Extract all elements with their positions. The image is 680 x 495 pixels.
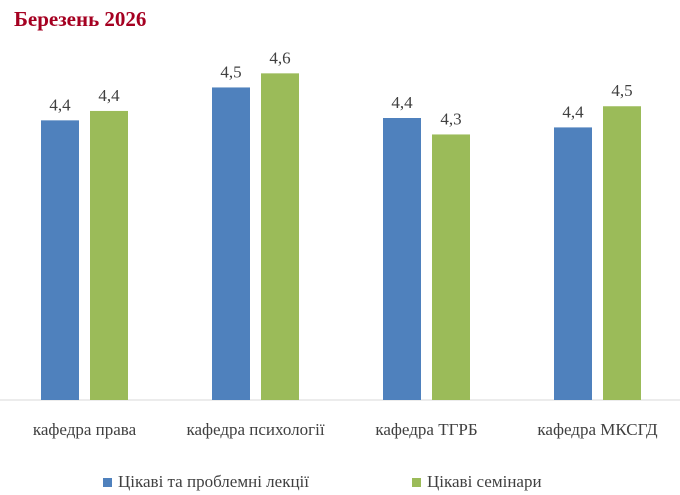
bar	[554, 127, 592, 401]
value-label: 4,4	[562, 102, 584, 121]
x-tick-label: кафедра права	[32, 420, 137, 439]
chart-title: Березень 2026	[14, 7, 146, 31]
legend-label: Цікаві та проблемні лекції	[118, 472, 309, 491]
x-tick-label: кафедра ТГРБ	[375, 420, 478, 439]
x-tick-label: кафедра МКСГД	[537, 420, 658, 439]
value-label: 4,5	[220, 62, 241, 81]
legend-swatch	[412, 477, 421, 487]
legend-item: Цікаві та проблемні лекції	[103, 472, 309, 492]
bar	[383, 118, 421, 400]
bar	[212, 87, 250, 400]
legend-swatch	[103, 477, 112, 487]
bar	[90, 110, 128, 400]
value-label: 4,4	[391, 93, 413, 112]
value-label: 4,5	[611, 81, 632, 100]
value-label: 4,4	[98, 86, 120, 105]
bar	[261, 73, 299, 400]
bar	[603, 106, 641, 400]
value-label: 4,4	[49, 95, 71, 114]
bar	[41, 120, 79, 400]
bar	[432, 134, 470, 400]
x-tick-label: кафедра психології	[186, 420, 325, 439]
legend-label: Цікаві семінари	[427, 472, 542, 491]
legend-item: Цікаві семінари	[412, 472, 542, 492]
value-label: 4,3	[440, 109, 461, 128]
value-label: 4,6	[269, 48, 290, 67]
